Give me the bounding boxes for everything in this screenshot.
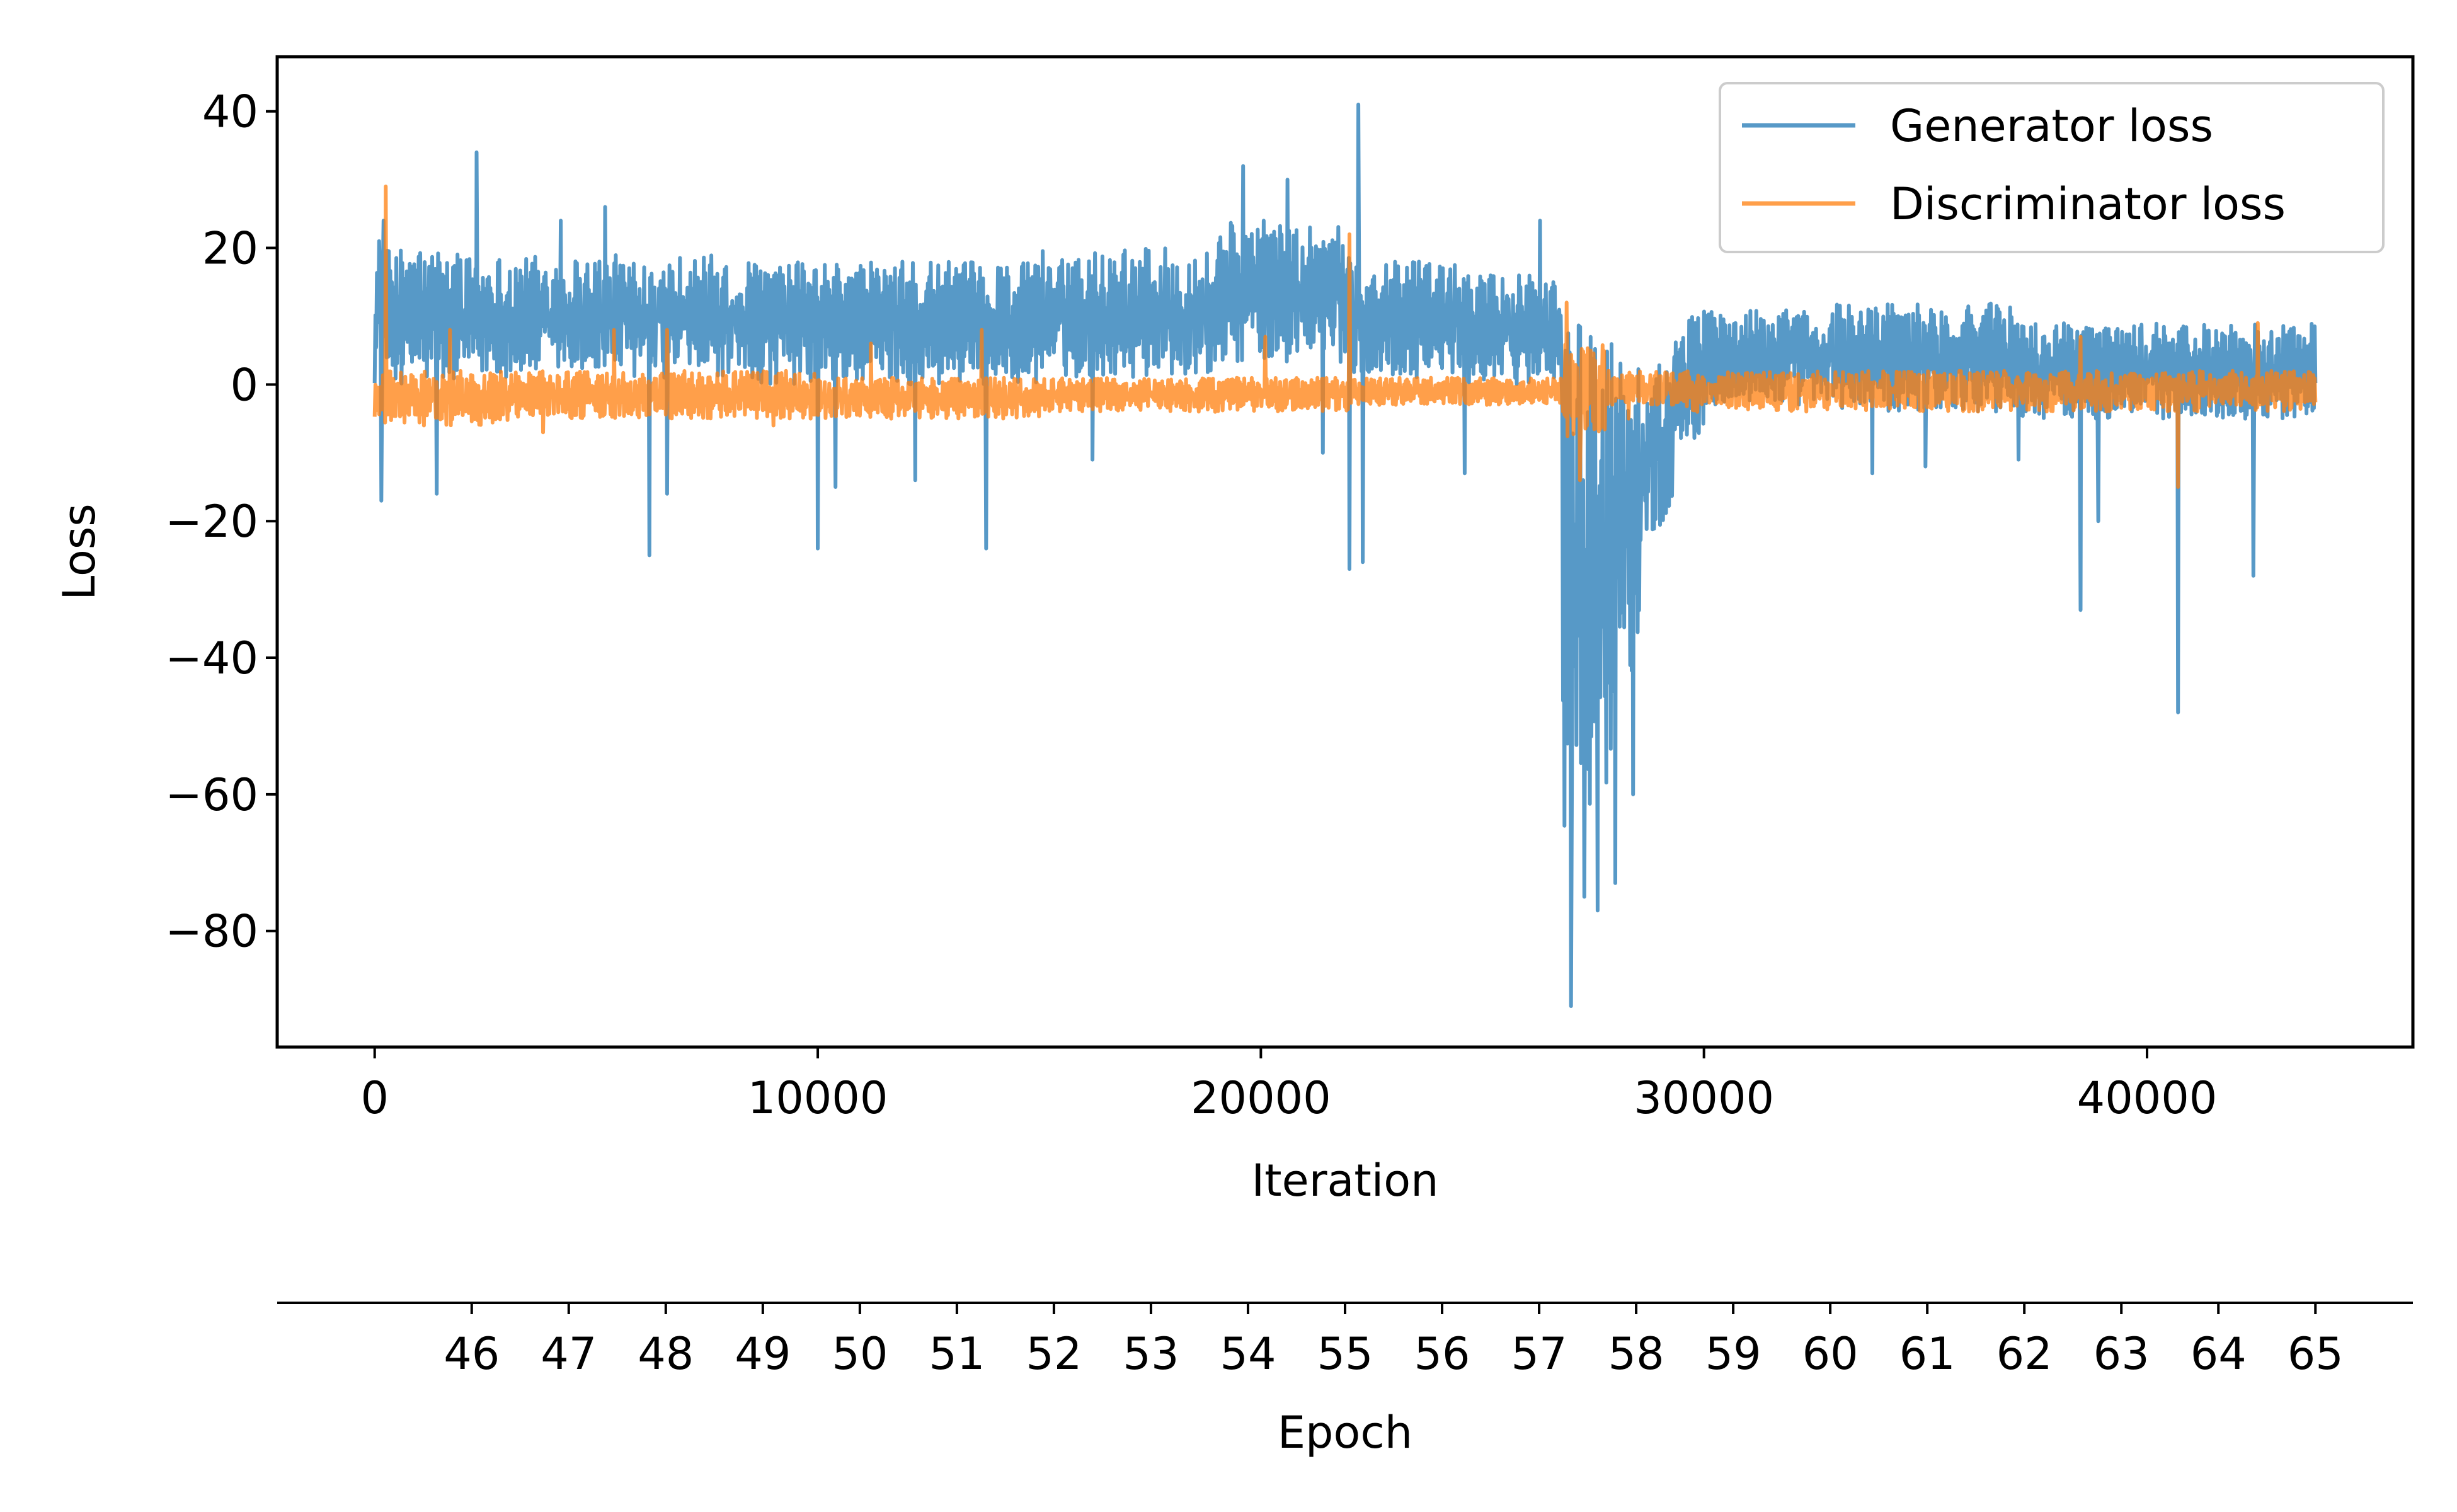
legend-box (1719, 82, 2385, 253)
epoch-tick-label: 50 (832, 1328, 888, 1380)
series-line-discriminator (372, 185, 2318, 489)
epoch-tick-label: 47 (541, 1328, 597, 1380)
epoch-tick-label: 55 (1317, 1328, 1373, 1380)
epoch-tick-label: 52 (1026, 1328, 1082, 1380)
epoch-tick-label: 46 (444, 1328, 500, 1380)
epoch-tick-label: 61 (1899, 1328, 1956, 1380)
y-tick-label: −60 (165, 769, 258, 821)
series-layer (372, 102, 2318, 1008)
epoch-axis-ticks: 46 47 48 49 50 51 52 53 54 55 56 57 58 59 60 61 62 63 64 65 (444, 1303, 2344, 1380)
y-tick-label: 40 (202, 86, 258, 138)
y-tick-label: 0 (230, 359, 258, 411)
legend: Generator loss Discriminator loss (1719, 82, 2385, 253)
x-tick-label: 10000 (748, 1072, 888, 1124)
x-tick-label: 30000 (1634, 1072, 1774, 1124)
y-axis-title: Loss (54, 503, 105, 600)
x-tick-label: 0 (360, 1072, 389, 1124)
epoch-tick-label: 65 (2288, 1328, 2344, 1380)
epoch-tick-label: 59 (1705, 1328, 1761, 1380)
series-line-generator (372, 102, 2318, 1008)
epoch-axis-title: Epoch (1278, 1407, 1412, 1458)
epoch-tick-label: 53 (1123, 1328, 1179, 1380)
y-tick-label: −80 (165, 906, 258, 958)
epoch-tick-label: 49 (735, 1328, 791, 1380)
x-tick-label: 20000 (1191, 1072, 1331, 1124)
epoch-tick-label: 63 (2093, 1328, 2150, 1380)
y-tick-label: −20 (165, 496, 258, 547)
x-axis-ticks: 0 10000 20000 30000 40000 (360, 1047, 2217, 1124)
epoch-tick-label: 57 (1511, 1328, 1567, 1380)
legend-label-generator: Generator loss (1890, 100, 2213, 152)
y-tick-label: 20 (202, 223, 258, 275)
plot-frame (275, 55, 2415, 1049)
y-tick-label: −40 (165, 633, 258, 684)
epoch-tick-label: 54 (1220, 1328, 1276, 1380)
legend-label-discriminator: Discriminator loss (1890, 178, 2286, 230)
epoch-tick-label: 51 (929, 1328, 985, 1380)
epoch-tick-label: 62 (1996, 1328, 2053, 1380)
x-axis-title: Iteration (1252, 1155, 1439, 1206)
y-axis-ticks: 40 20 0 −20 −40 −60 −80 (165, 86, 277, 958)
epoch-tick-label: 48 (638, 1328, 694, 1380)
epoch-tick-label: 60 (1802, 1328, 1858, 1380)
epoch-tick-label: 58 (1608, 1328, 1664, 1380)
epoch-tick-label: 64 (2191, 1328, 2247, 1380)
x-tick-label: 40000 (2077, 1072, 2218, 1124)
epoch-tick-label: 56 (1414, 1328, 1470, 1380)
